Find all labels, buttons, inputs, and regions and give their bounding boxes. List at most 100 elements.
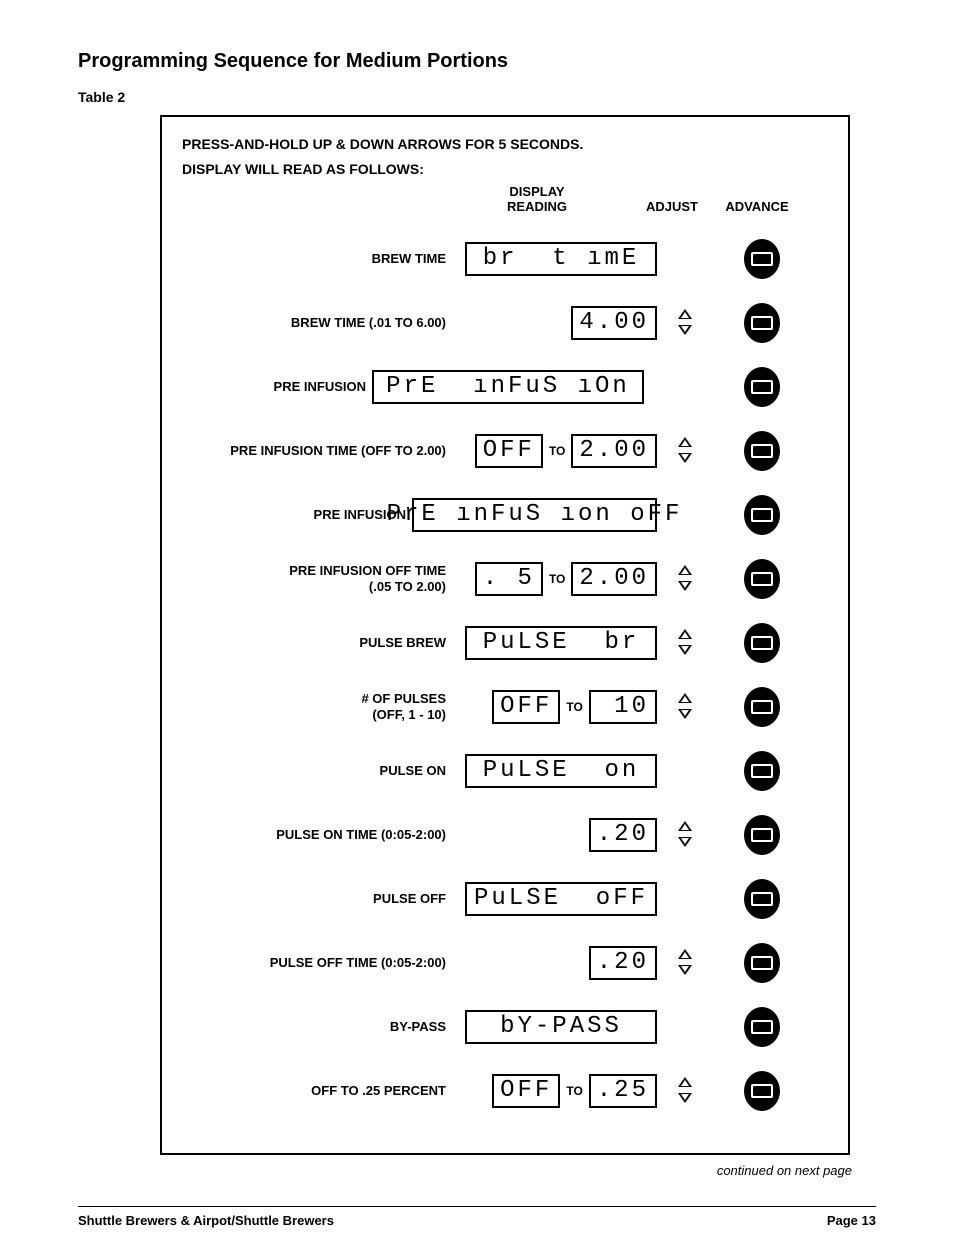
table-row: PULSE ONPuLSE on xyxy=(182,749,828,793)
to-text: TO xyxy=(547,444,567,458)
arrow-up-icon xyxy=(678,949,696,961)
arrow-down-icon xyxy=(678,325,696,337)
arrow-down-icon xyxy=(678,645,696,657)
programming-panel: PRESS-AND-HOLD UP & DOWN ARROWS FOR 5 SE… xyxy=(160,115,850,1155)
row-label: OFF TO .25 PERCENT xyxy=(182,1083,452,1099)
advance-button[interactable] xyxy=(717,814,807,856)
table-row: PRE INFUSION OFF TIME (.05 TO 2.00). 5TO… xyxy=(182,557,828,601)
table-row: PULSE BREWPuLSE br xyxy=(182,621,828,665)
adjust-arrows[interactable] xyxy=(657,565,717,593)
advance-button[interactable] xyxy=(717,238,807,280)
arrow-down-icon xyxy=(678,453,696,465)
lcd-display: 2.00 xyxy=(571,434,657,468)
row-display: PrE ınFuS ıon oFF xyxy=(412,498,657,532)
adjust-arrows[interactable] xyxy=(657,821,717,849)
brew-button-icon xyxy=(741,814,783,856)
advance-button[interactable] xyxy=(717,302,807,344)
lcd-display: .20 xyxy=(589,818,657,852)
footer-left: Shuttle Brewers & Airpot/Shuttle Brewers xyxy=(78,1213,334,1228)
header-adjust: ADJUST xyxy=(632,185,712,215)
row-label: PULSE ON TIME (0:05-2:00) xyxy=(182,827,452,843)
continued-text: continued on next page xyxy=(78,1163,852,1178)
advance-button[interactable] xyxy=(717,366,807,408)
brew-button-icon xyxy=(741,878,783,920)
arrow-up-icon xyxy=(678,309,696,321)
table-row: PULSE OFF TIME (0:05-2:00) .20 xyxy=(182,941,828,985)
lcd-display: PrE ınFuS ıOn xyxy=(372,370,644,404)
row-display: bY-PASS xyxy=(452,1010,657,1044)
brew-button-icon xyxy=(741,1006,783,1048)
table-label: Table 2 xyxy=(78,89,876,105)
footer-rule xyxy=(78,1206,876,1207)
advance-button[interactable] xyxy=(717,494,807,536)
table-row: PRE INFUSIONPrE ınFuS ıOn xyxy=(182,365,828,409)
to-text: TO xyxy=(564,700,584,714)
adjust-arrows[interactable] xyxy=(657,437,717,465)
rows-container: BREW TIMEbr t ımE BREW TIME (.01 TO 6.00… xyxy=(182,237,828,1113)
adjust-arrows[interactable] xyxy=(657,629,717,657)
arrow-down-icon xyxy=(678,837,696,849)
row-label: PULSE OFF xyxy=(182,891,452,907)
table-row: # OF PULSES (OFF, 1 - 10) OFF TO 10 xyxy=(182,685,828,729)
arrow-up-icon xyxy=(678,821,696,833)
advance-button[interactable] xyxy=(717,622,807,664)
row-label: PULSE BREW xyxy=(182,635,452,651)
lcd-display: OFF xyxy=(492,690,560,724)
arrow-up-icon xyxy=(678,693,696,705)
row-label: BREW TIME xyxy=(182,251,452,267)
row-label: PRE INFUSION OFF TIME (.05 TO 2.00) xyxy=(182,563,452,594)
lcd-display: PuLSE on xyxy=(465,754,657,788)
advance-button[interactable] xyxy=(717,558,807,600)
adjust-arrows[interactable] xyxy=(657,309,717,337)
advance-button[interactable] xyxy=(717,942,807,984)
brew-button-icon xyxy=(741,302,783,344)
column-headers: DISPLAY READING ADJUST ADVANCE xyxy=(182,185,828,215)
brew-button-icon xyxy=(741,750,783,792)
advance-button[interactable] xyxy=(717,1070,807,1112)
brew-button-icon xyxy=(741,238,783,280)
lcd-display: bY-PASS xyxy=(465,1010,657,1044)
advance-button[interactable] xyxy=(717,750,807,792)
arrow-up-icon xyxy=(678,437,696,449)
advance-button[interactable] xyxy=(717,878,807,920)
advance-button[interactable] xyxy=(717,430,807,472)
brew-button-icon xyxy=(741,366,783,408)
lcd-display: OFF xyxy=(475,434,543,468)
footer-right: Page 13 xyxy=(827,1213,876,1228)
advance-button[interactable] xyxy=(717,1006,807,1048)
row-display: PrE ınFuS ıOn xyxy=(372,370,657,404)
lcd-display: .25 xyxy=(589,1074,657,1108)
arrow-down-icon xyxy=(678,1093,696,1105)
row-display: PuLSE oFF xyxy=(452,882,657,916)
header-advance: ADVANCE xyxy=(712,185,802,215)
lcd-display: 4.00 xyxy=(571,306,657,340)
to-text: TO xyxy=(564,1084,584,1098)
arrow-down-icon xyxy=(678,709,696,721)
arrow-down-icon xyxy=(678,965,696,977)
brew-button-icon xyxy=(741,430,783,472)
brew-button-icon xyxy=(741,942,783,984)
row-display: br t ımE xyxy=(452,242,657,276)
row-label: PRE INFUSION xyxy=(182,379,372,395)
advance-button[interactable] xyxy=(717,686,807,728)
row-display: OFF TO 2.00 xyxy=(452,434,657,468)
table-row: PULSE ON TIME (0:05-2:00) .20 xyxy=(182,813,828,857)
instructions-line-2: DISPLAY WILL READ AS FOLLOWS: xyxy=(182,160,828,179)
lcd-display: .20 xyxy=(589,946,657,980)
adjust-arrows[interactable] xyxy=(657,693,717,721)
row-label: PULSE OFF TIME (0:05-2:00) xyxy=(182,955,452,971)
adjust-arrows[interactable] xyxy=(657,1077,717,1105)
arrow-up-icon xyxy=(678,565,696,577)
arrow-up-icon xyxy=(678,1077,696,1089)
adjust-arrows[interactable] xyxy=(657,949,717,977)
row-display: . 5TO2.00 xyxy=(452,562,657,596)
arrow-up-icon xyxy=(678,629,696,641)
arrow-down-icon xyxy=(678,581,696,593)
row-label: # OF PULSES (OFF, 1 - 10) xyxy=(182,691,452,722)
lcd-display: . 5 xyxy=(475,562,543,596)
lcd-display: 2.00 xyxy=(571,562,657,596)
row-display: PuLSE br xyxy=(452,626,657,660)
row-label: PRE INFUSION TIME (OFF TO 2.00) xyxy=(182,443,452,459)
row-display: OFF TO 10 xyxy=(452,690,657,724)
lcd-display: 10 xyxy=(589,690,657,724)
